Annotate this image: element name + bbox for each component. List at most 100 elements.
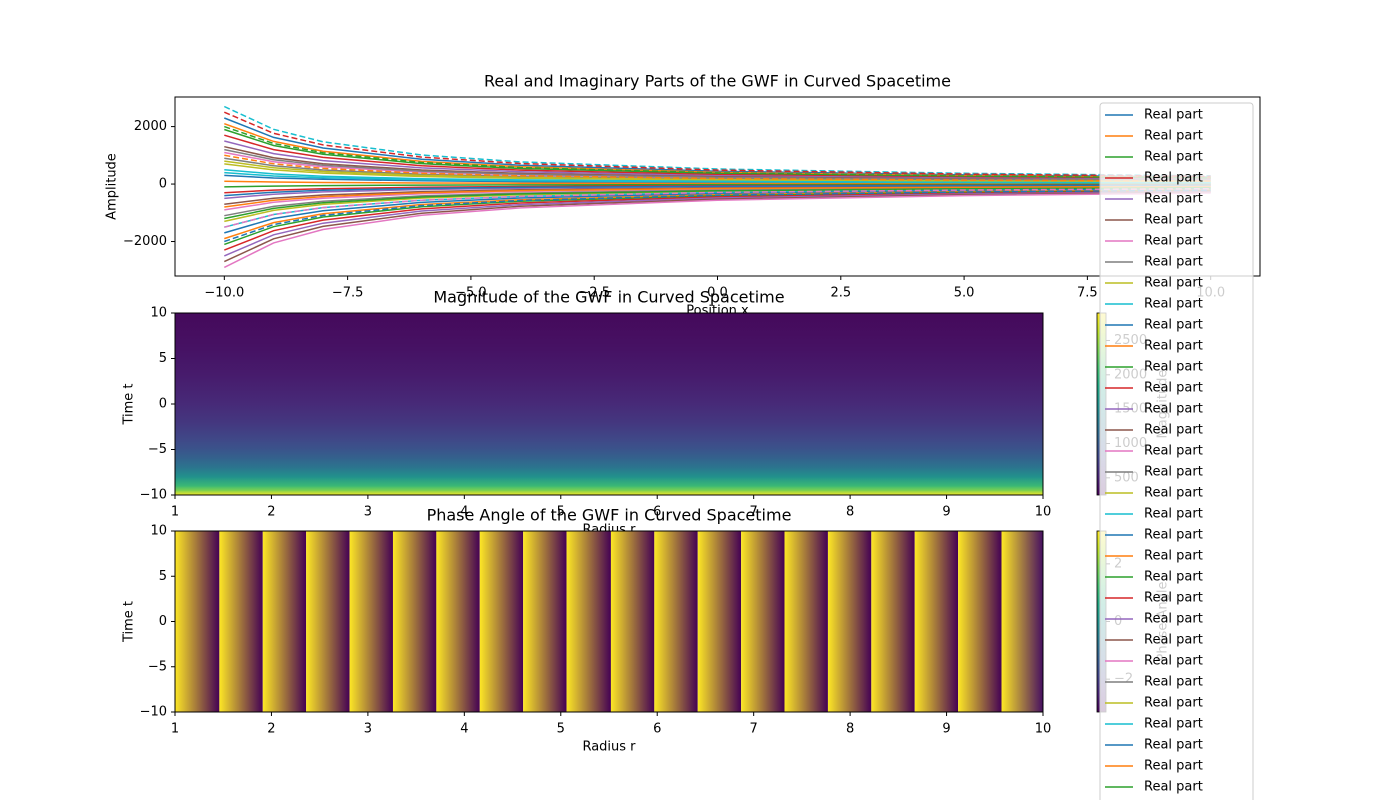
x-tick-label: 4 (460, 722, 468, 737)
legend-label: Real part (1144, 234, 1203, 249)
y-axis-label: Time t (122, 601, 137, 643)
legend-label: Real part (1144, 486, 1203, 501)
x-tick-label: 10 (1035, 505, 1052, 520)
legend-label: Real part (1144, 444, 1203, 459)
line-series (223, 191, 1211, 263)
legend-label: Real part (1144, 717, 1203, 732)
heatmap-band (175, 422, 1043, 441)
x-tick-label: 2.5 (830, 286, 851, 301)
x-tick-label: 2 (267, 505, 275, 520)
x-tick-label: 10 (1035, 722, 1052, 737)
line-series (224, 188, 1211, 234)
legend-label: Real part (1144, 360, 1203, 375)
x-tick-label: 7.5 (1077, 286, 1098, 301)
x-tick-label: 7 (750, 722, 758, 737)
line-series (224, 111, 1211, 178)
y-tick-label: −5 (148, 659, 167, 674)
heatmap-band (175, 313, 1043, 350)
x-tick-label: 6 (653, 505, 661, 520)
line-series (224, 171, 1211, 184)
y-tick-label: 0 (159, 614, 167, 629)
plot-area (223, 105, 1211, 269)
plot-area (175, 313, 1043, 495)
heatmap-stripe (697, 531, 742, 712)
heatmap-stripe (654, 531, 698, 712)
x-tick-label: −7.5 (332, 286, 364, 301)
y-tick-label: 10 (150, 524, 167, 539)
legend-label: Real part (1144, 549, 1203, 564)
axes-title: Magnitude of the GWF in Curved Spacetime (433, 288, 784, 307)
legend-label: Real part (1144, 507, 1203, 522)
line-series (224, 154, 1211, 182)
y-tick-label: 0 (159, 397, 167, 412)
x-tick-label: 9 (942, 722, 950, 737)
x-tick-label: 4 (460, 505, 468, 520)
legend-label: Real part (1144, 570, 1203, 585)
legend-label: Real part (1144, 108, 1203, 123)
legend-label: Real part (1144, 759, 1203, 774)
line-series (224, 117, 1211, 178)
heatmap-stripe (566, 531, 611, 712)
legend-label: Real part (1144, 318, 1203, 333)
x-tick-label: 9 (942, 505, 950, 520)
line-series (224, 125, 1211, 179)
legend-label: Real part (1144, 192, 1203, 207)
legend-label: Real part (1144, 633, 1203, 648)
legend-label: Real part (1144, 150, 1203, 165)
heatmap-band (175, 449, 1043, 460)
x-tick-label: 8 (846, 722, 854, 737)
legend-label: Real part (1144, 696, 1203, 711)
legend-label: Real part (1144, 339, 1203, 354)
heatmap-stripe (306, 531, 350, 712)
line-series (224, 140, 1211, 181)
heatmap-stripe (914, 531, 959, 712)
heatmap-band (175, 467, 1043, 478)
legend-label: Real part (1144, 402, 1203, 417)
x-tick-label: 0.0 (707, 286, 728, 301)
heatmap-band (175, 485, 1043, 491)
x-tick-label: 5 (557, 505, 565, 520)
line-series (223, 105, 1211, 177)
line-series (224, 186, 1211, 220)
x-tick-label: 5.0 (954, 286, 975, 301)
legend-box (1099, 102, 1254, 800)
x-tick-label: −2.5 (578, 286, 610, 301)
legend-label: Real part (1144, 276, 1203, 291)
x-tick-label: −10.0 (204, 286, 244, 301)
heatmap-stripe (262, 531, 307, 712)
legend-label: Real part (1144, 738, 1203, 753)
legend-label: Real part (1144, 780, 1203, 795)
line-series (224, 148, 1211, 182)
heatmap-band (175, 458, 1043, 469)
x-tick-label: 1 (171, 505, 179, 520)
heatmap-band (175, 476, 1043, 487)
x-tick-label: 8 (846, 505, 854, 520)
heatmap-stripe (392, 531, 437, 712)
legend-label: Real part (1144, 465, 1203, 480)
heatmap-stripe (436, 531, 480, 712)
legend-label: Real part (1144, 675, 1203, 690)
line-series (224, 185, 1211, 208)
heatmap-stripe (349, 531, 393, 712)
line-series (224, 183, 1211, 188)
line-series (224, 191, 1211, 257)
x-tick-label: 2 (267, 722, 275, 737)
line-series (224, 160, 1211, 183)
heatmap-stripe (958, 531, 1002, 712)
line-series (224, 184, 1211, 197)
y-tick-label: 2000 (134, 119, 167, 134)
heatmap-stripe (871, 531, 915, 712)
y-axis-label: Amplitude (105, 153, 120, 220)
x-tick-label: 7 (750, 505, 758, 520)
heatmap-stripe (784, 531, 828, 712)
heatmap-band (175, 349, 1043, 378)
x-tick-label: 3 (364, 505, 372, 520)
x-tick-label: 6 (653, 722, 661, 737)
legend-label: Real part (1144, 528, 1203, 543)
line-series (224, 187, 1211, 228)
line-series (224, 189, 1211, 243)
legend-label: Real part (1144, 213, 1203, 228)
heatmap-band (175, 404, 1043, 423)
